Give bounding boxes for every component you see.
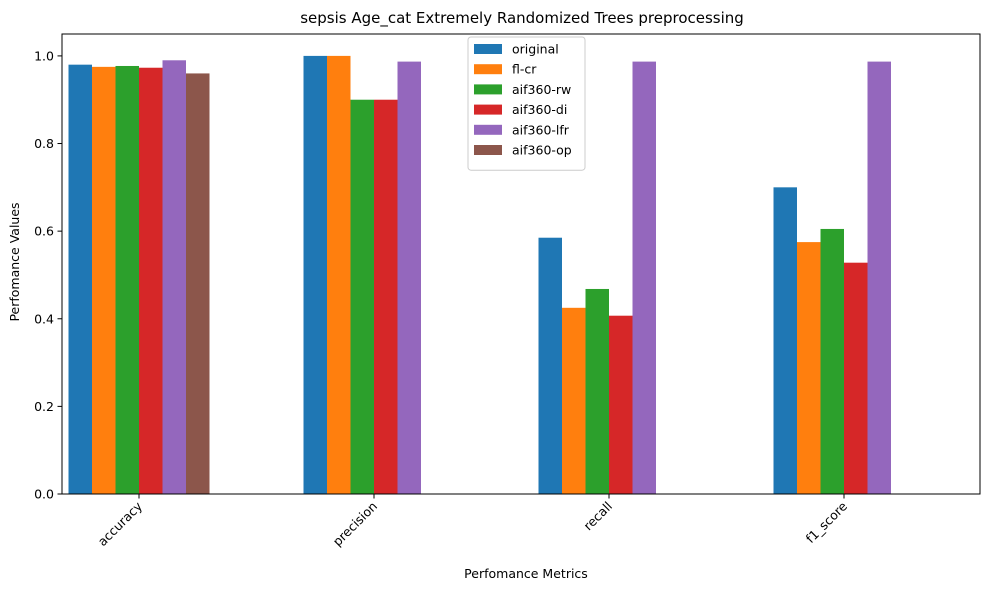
bar-aif360-di-accuracy [139, 67, 163, 494]
bar-aif360-rw-precision [350, 99, 374, 495]
bars-layer [68, 55, 891, 495]
bar-fl-cr-recall [562, 307, 586, 494]
y-tick-label: 0.4 [34, 311, 54, 326]
bar-original-recall [538, 237, 562, 494]
legend-label-aif360-lfr: aif360-lfr [512, 122, 570, 137]
legend-swatch-aif360-op [474, 145, 502, 155]
bar-original-f1_score [773, 187, 797, 494]
y-tick-label: 0.8 [34, 136, 54, 151]
x-axis-label: Perfomance Metrics [464, 566, 588, 581]
plot-frame [61, 33, 981, 495]
legend-label-aif360-rw: aif360-rw [512, 82, 571, 97]
bar-fl-cr-precision [327, 55, 351, 495]
bar-aif360-rw-f1_score [820, 228, 844, 494]
legend-swatch-aif360-rw [474, 84, 502, 95]
bar-original-precision [303, 55, 327, 495]
legend-label-original: original [512, 42, 559, 57]
y-tick-label: 0.0 [34, 487, 54, 502]
bar-original-accuracy [68, 64, 92, 495]
legend-swatch-fl-cr [474, 64, 502, 75]
bar-aif360-di-precision [374, 99, 398, 495]
bar-aif360-lfr-recall [632, 61, 656, 494]
legend-label-fl-cr: fl-cr [512, 62, 537, 77]
y-tick-label: 1.0 [34, 48, 54, 63]
x-tick-label-recall: recall [580, 499, 615, 534]
chart-title: sepsis Age_cat Extremely Randomized Tree… [300, 9, 744, 28]
legend-swatch-aif360-di [474, 104, 502, 115]
bar-fl-cr-accuracy [92, 66, 116, 495]
bar-aif360-di-f1_score [844, 262, 868, 494]
bar-aif360-lfr-accuracy [162, 60, 186, 494]
y-axis-label: Perfomance Values [7, 202, 22, 321]
legend-swatch-original [474, 44, 502, 54]
legend: original fl-cr aif360-rw aif360-di aif360-lf… [467, 36, 586, 171]
x-tick-label-accuracy: accuracy [95, 498, 146, 549]
legend-label-aif360-op: aif360-op [512, 143, 572, 158]
bar-aif360-lfr-f1_score [867, 61, 891, 494]
bar-aif360-rw-recall [585, 288, 609, 494]
legend-swatch-aif360-lfr [474, 124, 502, 135]
y-tick-label: 0.6 [34, 224, 54, 239]
bar-aif360-op-accuracy [186, 73, 210, 495]
x-tick-label-precision: precision [330, 499, 380, 549]
bar-fl-cr-f1_score [797, 242, 821, 494]
bar-aif360-lfr-precision [397, 61, 421, 494]
legend-label-aif360-di: aif360-di [512, 102, 567, 117]
y-tick-label: 0.2 [34, 399, 54, 414]
axes-layer [61, 33, 981, 495]
bar-aif360-rw-accuracy [115, 65, 139, 494]
x-tick-label-f1_score: f1_score [803, 498, 851, 546]
bar-aif360-di-recall [609, 315, 633, 494]
